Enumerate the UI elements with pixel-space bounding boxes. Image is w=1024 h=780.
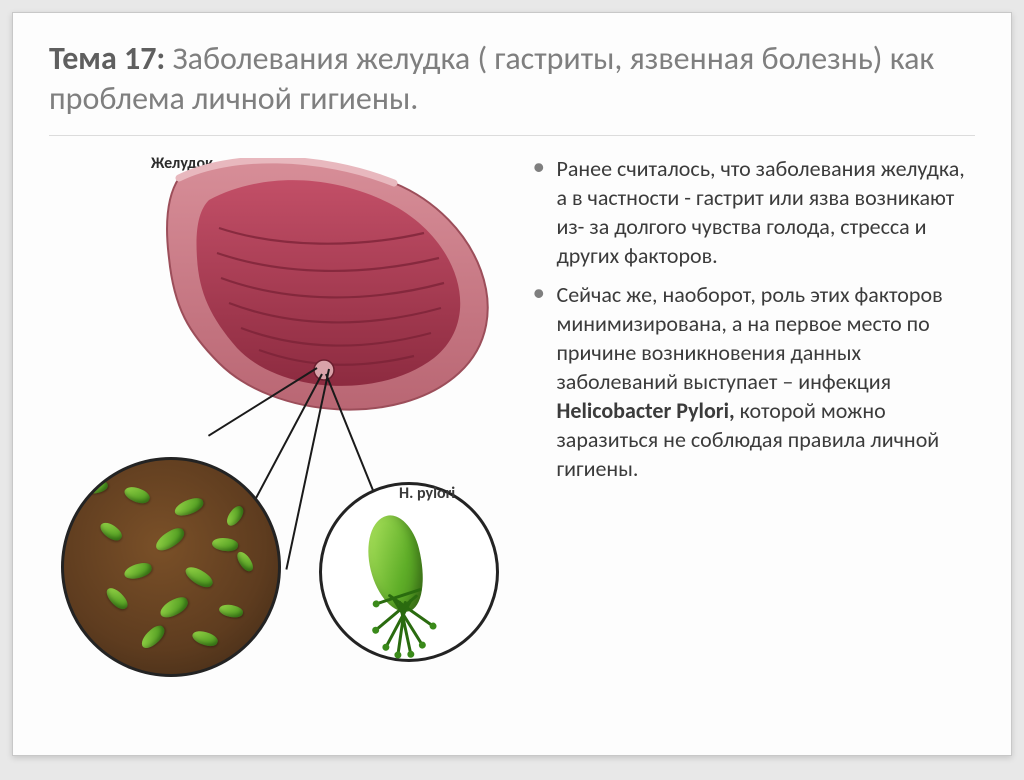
- bullet-dot-icon: ●: [533, 280, 544, 483]
- slide-title: Тема 17: Заболевания желудка ( гастриты,…: [49, 39, 975, 119]
- text-column: ● Ранее считалось, что заболевания желуд…: [533, 152, 975, 735]
- illustration-area: Желудок: [49, 152, 519, 735]
- title-bold: Тема 17:: [49, 39, 165, 78]
- bullet-dot-icon: ●: [533, 154, 544, 270]
- colony-circle: [61, 457, 281, 677]
- title-rest: Заболевания желудка ( гастриты, язвенная…: [49, 39, 934, 118]
- hpylori-label: H. pylori: [399, 484, 455, 503]
- bullet-text: Сейчас же, наоборот, роль этих факторов …: [556, 280, 975, 483]
- title-divider: [49, 135, 975, 136]
- bullet-item: ● Ранее считалось, что заболевания желуд…: [533, 154, 975, 270]
- bullet-item: ● Сейчас же, наоборот, роль этих факторо…: [533, 280, 975, 483]
- bullet-text: Ранее считалось, что заболевания желудка…: [556, 154, 975, 270]
- single-hpylori-circle: [319, 482, 499, 662]
- content-row: Желудок: [49, 152, 975, 735]
